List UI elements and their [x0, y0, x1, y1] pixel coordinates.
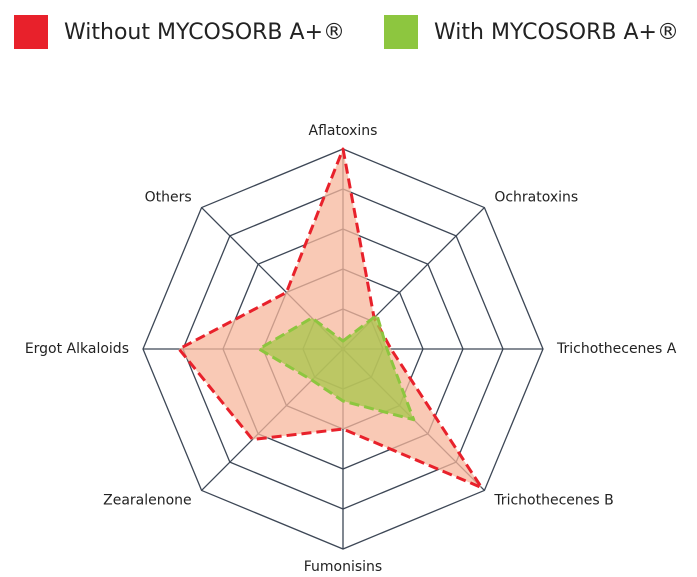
axis-label: Trichothecenes B [493, 492, 613, 508]
legend-swatch [384, 15, 418, 49]
axis-label: Zearalenone [103, 492, 192, 508]
axis-label: Ergot Alkaloids [25, 341, 129, 357]
axis-label: Aflatoxins [309, 123, 378, 139]
axis-label: Others [145, 190, 192, 206]
axis-label: Fumonisins [304, 559, 382, 575]
series-area [177, 147, 484, 490]
axis-label: Ochratoxins [494, 190, 578, 206]
legend-swatch [14, 15, 48, 49]
legend-label: Without MYCOSORB A+® [64, 20, 345, 45]
legend-label: With MYCOSORB A+® [434, 20, 679, 45]
axis-label: Trichothecenes A [556, 341, 677, 357]
series-area [257, 313, 416, 422]
